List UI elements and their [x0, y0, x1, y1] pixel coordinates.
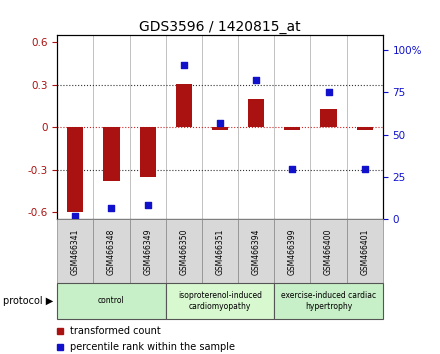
Bar: [238, 219, 274, 283]
Bar: [129, 219, 166, 283]
Bar: [320, 109, 337, 127]
Bar: [166, 283, 274, 319]
Bar: [212, 127, 228, 130]
Bar: [347, 219, 383, 283]
Bar: [57, 219, 93, 283]
Point: [216, 120, 224, 125]
Text: protocol ▶: protocol ▶: [3, 296, 53, 306]
Text: GSM466401: GSM466401: [360, 228, 369, 275]
Text: GSM466351: GSM466351: [216, 228, 224, 275]
Text: GSM466348: GSM466348: [107, 228, 116, 275]
Bar: [103, 127, 120, 181]
Text: GSM466399: GSM466399: [288, 228, 297, 275]
Bar: [356, 127, 373, 130]
Text: isoproterenol-induced
cardiomyopathy: isoproterenol-induced cardiomyopathy: [178, 291, 262, 310]
Bar: [139, 127, 156, 177]
Bar: [67, 127, 84, 212]
Text: exercise-induced cardiac
hypertrophy: exercise-induced cardiac hypertrophy: [281, 291, 376, 310]
Text: GSM466350: GSM466350: [180, 228, 188, 275]
Text: GSM466349: GSM466349: [143, 228, 152, 275]
Text: GSM466341: GSM466341: [71, 228, 80, 275]
Text: GSM466394: GSM466394: [252, 228, 260, 275]
Bar: [274, 283, 383, 319]
Bar: [274, 219, 311, 283]
Bar: [93, 219, 129, 283]
Text: transformed count: transformed count: [70, 326, 161, 336]
Point: [72, 213, 79, 219]
Point: [361, 166, 368, 171]
Text: GSM466400: GSM466400: [324, 228, 333, 275]
Bar: [57, 283, 166, 319]
Point: [325, 89, 332, 95]
Bar: [284, 127, 301, 130]
Text: percentile rank within the sample: percentile rank within the sample: [70, 342, 235, 352]
Point: [289, 166, 296, 171]
Bar: [176, 84, 192, 127]
Point: [108, 205, 115, 210]
Bar: [248, 99, 264, 127]
Title: GDS3596 / 1420815_at: GDS3596 / 1420815_at: [139, 21, 301, 34]
Bar: [202, 219, 238, 283]
Point: [144, 202, 151, 208]
Point: [253, 77, 260, 83]
Text: control: control: [98, 296, 125, 306]
Bar: [311, 219, 347, 283]
Bar: [166, 219, 202, 283]
Point: [180, 62, 187, 68]
